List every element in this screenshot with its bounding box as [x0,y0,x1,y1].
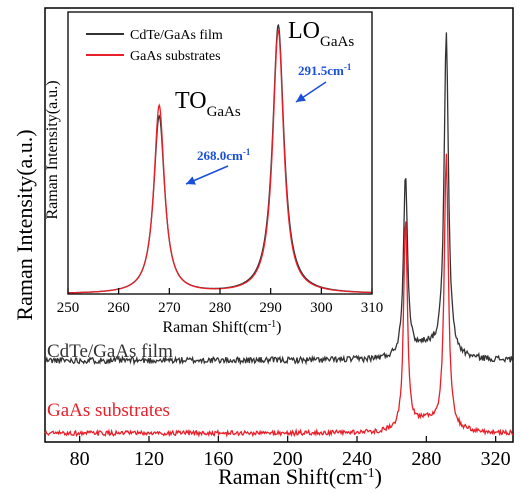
main-x-axis-label: Raman Shift(cm-1) [218,464,382,489]
inset-x-ticks: 250 260 270 280 290 300 310 [57,288,384,316]
main-plot-frame [44,7,514,443]
series-line-1 [44,153,514,438]
x-tick-label: 240 [342,448,372,470]
x-tick-label: 120 [134,448,164,470]
main-series-lines [44,32,514,438]
x-tick-label: 320 [481,448,511,470]
x-tick-label: 310 [361,300,384,316]
x-tick-label: 200 [273,448,303,470]
x-tick-label: 280 [209,300,232,316]
x-tick-label: 290 [259,300,282,316]
main-y-axis-label: Raman Intensity(a.u.) [12,129,37,320]
series-line-0 [44,32,514,366]
legend-label-substrates: GaAs substrates [130,49,221,64]
main-plot: 80 120 160 200 240 280 320 CdTe/GaAs film GaAs… [12,7,514,489]
x-tick-label: 270 [158,300,181,316]
lo-peak-wavenumber: 291.5cm-1 [298,62,352,78]
inset-x-axis-label: Raman Shift(cm-1) [163,319,282,337]
inset-plot-background [68,12,372,294]
x-tick-label: 300 [310,300,333,316]
to-peak-arrow [185,165,229,185]
legend-label-film: CdTe/GaAs film [130,28,223,43]
x-tick-label: 280 [411,448,441,470]
main-x-ticks: 80 120 160 200 240 280 320 [70,436,511,470]
lo-peak-arrow [295,81,327,103]
lo-peak-label: LOGaAs [288,18,354,50]
to-peak-label: TOGaAs [175,88,241,120]
inset-y-axis-label: Raman Intensity(a.u.) [44,80,61,219]
main-series-label-film: CdTe/GaAs film [47,341,173,362]
inset-plot: 250 260 270 280 290 300 310 CdTe/GaAs film GaA… [44,11,384,337]
x-tick-label: 260 [107,300,130,316]
to-peak-wavenumber: 268.0cm-1 [197,147,251,163]
x-tick-label: 160 [203,448,233,470]
inset-legend: CdTe/GaAs film GaAs substrates [86,28,223,64]
x-tick-label: 250 [57,300,80,316]
x-tick-label: 80 [70,448,90,470]
main-series-label-substrates: GaAs substrates [47,400,170,421]
